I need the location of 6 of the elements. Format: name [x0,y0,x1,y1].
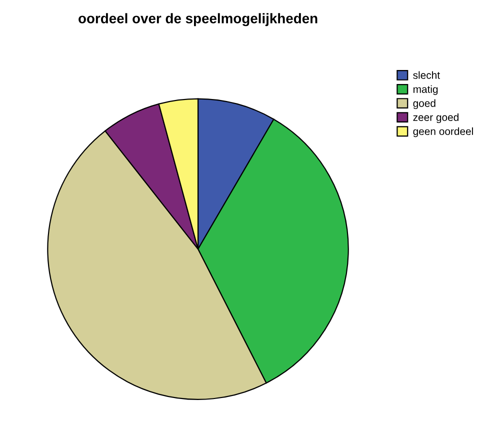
legend-label: geen oordeel [413,127,473,138]
chart-title: oordeel over de speelmogelijkheden [78,13,318,26]
legend-label: matig [414,85,438,95]
legend-label: zeer goed [413,113,458,124]
legend-label: slecht [413,71,440,79]
legend-label: goed [413,99,436,110]
